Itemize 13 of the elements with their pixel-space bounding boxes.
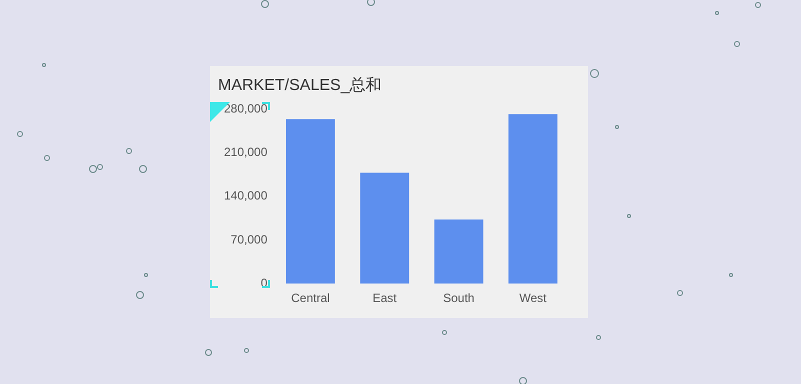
bar bbox=[286, 119, 335, 284]
x-tick-label: West bbox=[519, 291, 548, 306]
x-tick-label: Central bbox=[291, 291, 330, 306]
x-tick-label: East bbox=[372, 291, 398, 306]
bar bbox=[434, 219, 484, 284]
y-tick-label: 70,000 bbox=[230, 232, 268, 246]
bar bbox=[360, 172, 410, 284]
y-tick-label: 140,000 bbox=[224, 188, 268, 203]
x-tick-label: South bbox=[443, 291, 474, 306]
chart-title: MARKET/SALES_总和 bbox=[218, 76, 382, 94]
bar bbox=[508, 114, 558, 284]
y-tick-label: 280,000 bbox=[224, 102, 268, 116]
y-tick-label: 210,000 bbox=[224, 145, 268, 160]
